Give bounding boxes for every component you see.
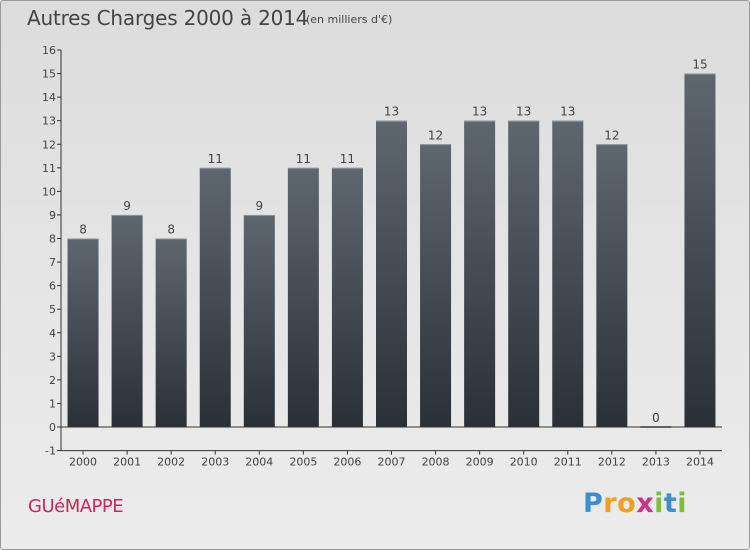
bar [243,214,275,427]
logo-letter: r [603,488,618,519]
bars-group [67,73,716,428]
bar [287,167,319,427]
y-tick-label: 0 [49,421,56,434]
bar [552,120,584,427]
y-tick-label: 10 [42,185,56,198]
value-label: 13 [472,105,487,119]
value-label: 13 [516,105,531,119]
axes-group [57,49,722,455]
y-tick-label: -1 [45,445,56,458]
x-tick-labels: 2000 2001 2002 2003 2004 2005 2006 2007 2008 2009… [69,456,714,469]
value-label: 15 [692,58,707,72]
bar [67,238,99,427]
y-tick-label: 16 [42,44,56,57]
commune-name: GUéMAPPE [28,496,124,517]
bar [596,144,628,427]
bar [331,167,363,427]
x-tick-label: 2010 [510,456,538,469]
y-tick-label: 3 [49,350,56,363]
value-label: 13 [560,105,575,119]
value-label: 8 [167,223,175,237]
value-label: 8 [79,223,87,237]
value-label: 0 [652,411,660,425]
logo-letter: x [636,488,655,519]
x-tick-label: 2013 [642,456,670,469]
y-tick-label: 13 [42,115,56,128]
bar [420,144,452,427]
value-label: 11 [340,152,355,166]
y-tick-label: 14 [42,91,56,104]
x-tick-label: 2014 [686,456,714,469]
logo-letter: P [583,488,604,519]
bar [376,120,407,427]
y-tick-label: 12 [42,138,56,151]
bar [111,214,143,427]
value-label: 11 [296,152,311,166]
value-label: 13 [384,105,399,119]
y-tick-label: 6 [49,280,56,293]
y-tick-label: 15 [42,68,56,81]
y-tick-label: 9 [49,209,56,222]
x-tick-label: 2002 [157,456,185,469]
logo-letter: i [677,488,688,519]
x-tick-label: 2008 [422,456,450,469]
chart-subtitle: (en milliers d'€) [306,13,393,26]
proxiti-logo: Proxiti [583,488,687,519]
x-tick-label: 2003 [201,456,229,469]
bar [684,73,716,427]
bar [199,167,231,427]
bar [464,120,496,427]
bar [155,238,187,427]
x-tick-label: 2000 [69,456,97,469]
x-tick-label: 2005 [289,456,317,469]
logo-letter: i [654,488,664,519]
x-tick-label: 2011 [554,456,582,469]
x-tick-label: 2009 [466,456,494,469]
y-tick-label: 4 [49,327,56,340]
x-tick-label: 2001 [113,456,141,469]
logo-letter: t [663,488,678,519]
y-tick-label: 8 [49,233,56,246]
x-tick-label: 2006 [333,456,361,469]
value-label: 12 [604,128,619,142]
value-label: 9 [255,199,263,213]
bar [508,120,540,427]
y-tick-label: 1 [49,397,56,410]
x-tick-label: 2004 [245,456,273,469]
value-label: 11 [208,152,223,166]
value-labels: 8 9 8 11 9 11 11 13 12 13 13 13 12 0 15 [79,58,707,425]
y-tick-label: 11 [42,162,56,175]
y-tick-label: 5 [49,303,56,316]
x-tick-label: 2012 [598,456,626,469]
y-tick-label: 2 [49,374,56,387]
chart-title: Autres Charges 2000 à 2014 [27,6,309,30]
value-label: 9 [123,199,131,213]
logo-letter: o [617,488,637,519]
value-label: 12 [428,128,443,142]
y-tick-label: 7 [49,256,56,269]
x-tick-label: 2007 [378,456,406,469]
